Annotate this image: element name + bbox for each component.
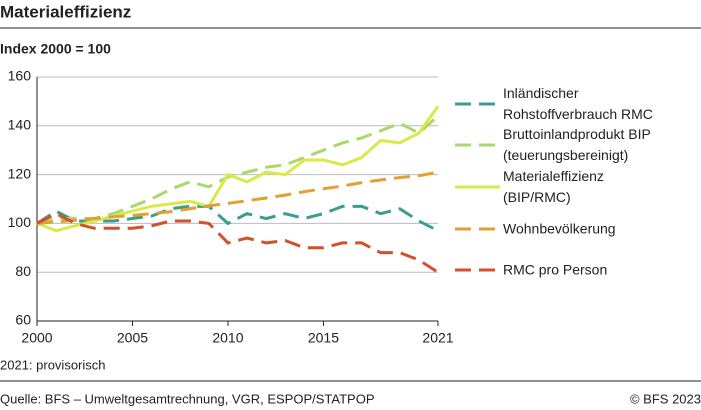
- x-tick-label: 2010: [212, 330, 243, 346]
- legend-label: Bruttoinlandprodukt BIP (teuerungsberein…: [503, 126, 651, 163]
- y-tick-label: 160: [8, 68, 32, 84]
- series-line: [36, 211, 439, 274]
- chart-title: Materialeffizienz: [0, 2, 131, 21]
- subtitle: Index 2000 = 100: [0, 41, 111, 57]
- legend-label: RMC pro Person: [503, 261, 608, 278]
- note: 2021: provisorisch: [0, 357, 106, 372]
- y-tick-label: 80: [15, 263, 31, 279]
- y-tick-label: 120: [8, 165, 32, 181]
- x-tick-label: 2000: [21, 330, 52, 346]
- x-tick-label: 2021: [422, 330, 453, 346]
- legend-label: Materialeffizienz (BIP/RMC): [503, 168, 604, 205]
- series-line: [36, 204, 439, 233]
- y-tick-label: 140: [8, 117, 32, 133]
- x-tick-label: 2005: [117, 330, 148, 346]
- series-line: [36, 114, 440, 225]
- legend-label: Wohnbevölkerung: [503, 220, 616, 237]
- x-tick-label: 2015: [308, 330, 339, 346]
- y-tick-label: 60: [15, 312, 31, 328]
- legend-label: Inländischer Rohstoffverbrauch RMC: [503, 85, 653, 122]
- copyright: © BFS 2023: [630, 391, 701, 406]
- source: Quelle: BFS – Umweltgesamtrechnung, VGR,…: [0, 391, 375, 406]
- series-line: [36, 105, 440, 233]
- y-tick-label: 100: [8, 214, 32, 230]
- series-line: [36, 170, 439, 225]
